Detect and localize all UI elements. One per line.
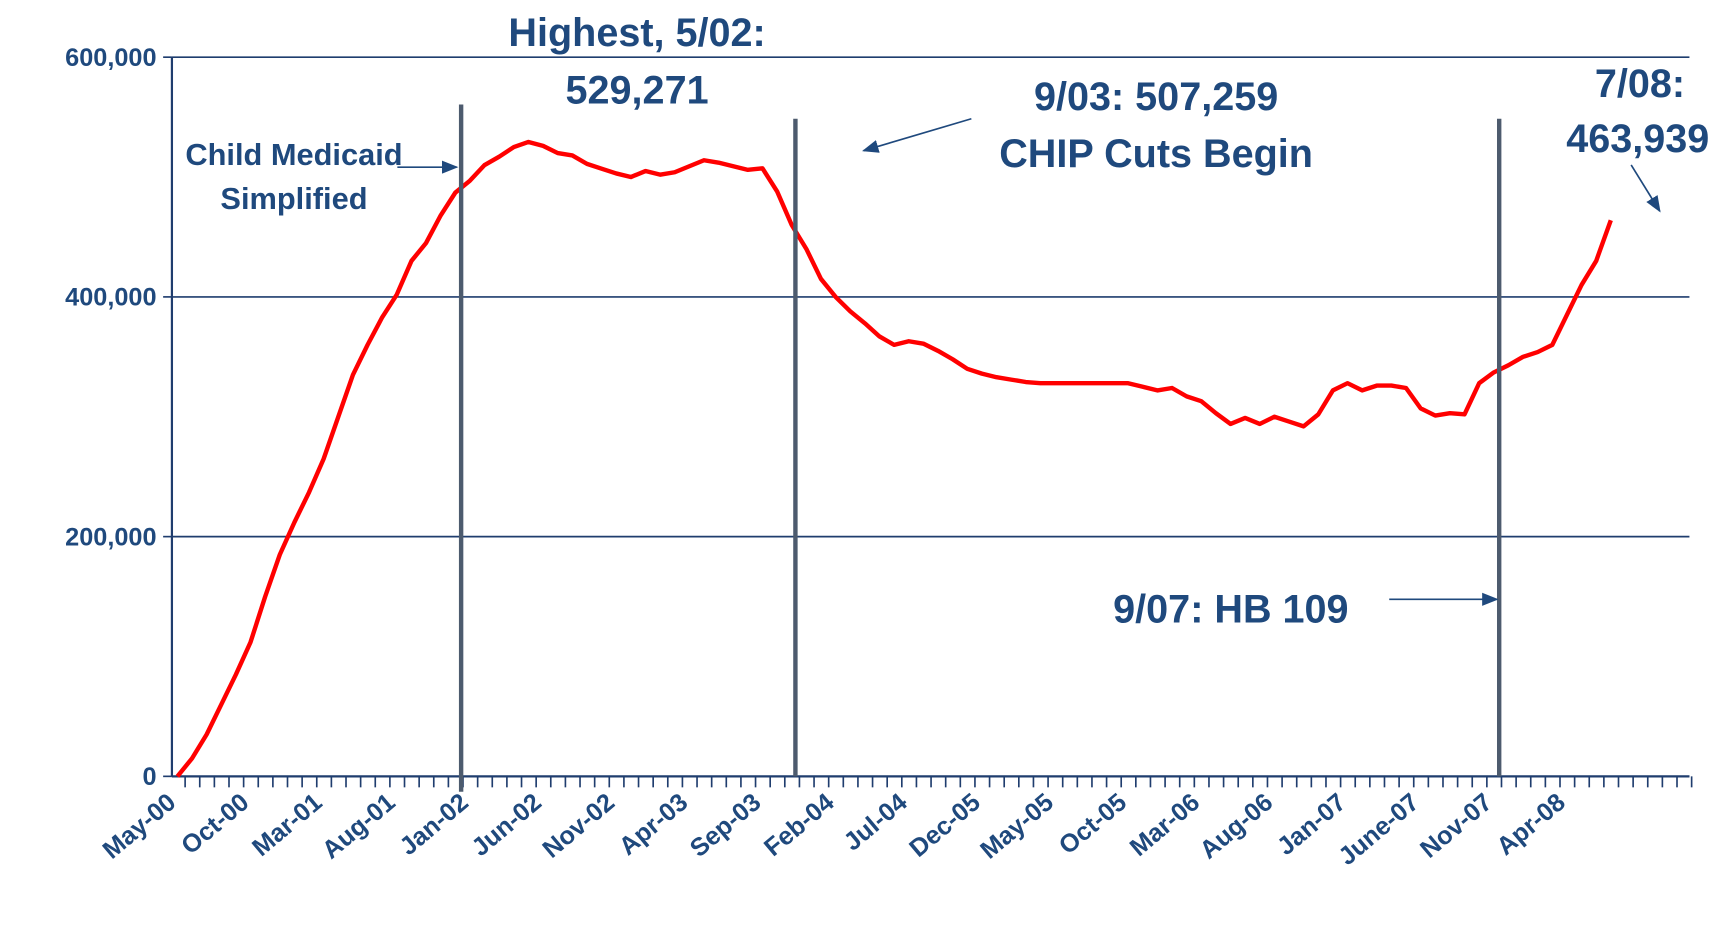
x-tick-label: Nov-07	[1415, 788, 1498, 864]
annotation: 529,271	[566, 68, 709, 112]
annotation: 9/07: HB 109	[1113, 587, 1348, 631]
annotation: 463,939	[1566, 117, 1709, 161]
y-tick-label: 400,000	[65, 284, 156, 312]
x-tick-label: Jun-02	[467, 788, 547, 862]
x-tick-label: Aug-06	[1195, 788, 1279, 865]
arrow	[862, 117, 972, 153]
annotation: 9/03: 507,259	[1034, 75, 1278, 119]
x-tick-label: May-00	[98, 788, 182, 865]
x-tick-label: Apr-03	[614, 788, 693, 861]
x-tick-label: Mar-01	[247, 788, 327, 862]
x-tick-label: Jul-04	[839, 788, 913, 856]
x-tick-label: May-05	[975, 788, 1059, 865]
y-tick-label: 600,000	[65, 44, 156, 72]
x-tick-label: June-07	[1333, 788, 1424, 871]
arrow	[1630, 164, 1661, 213]
line-series	[175, 139, 1613, 778]
annotation: CHIP Cuts Begin	[999, 132, 1313, 176]
x-tick-label: Sep-03	[685, 788, 767, 863]
x-tick-label: Mar-06	[1125, 788, 1205, 862]
x-tick-label: Feb-04	[759, 788, 839, 862]
annotation: Child Medicaid	[185, 137, 402, 172]
annotation: Highest, 5/02:	[508, 11, 765, 55]
x-tick-label: Oct-00	[176, 788, 254, 860]
y-tick-label: 200,000	[65, 523, 156, 551]
x-tick-label: Aug-01	[317, 788, 401, 865]
x-tick-label: Nov-02	[537, 788, 620, 864]
x-tick-label: Jan-02	[394, 788, 473, 861]
x-tick-label: Dec-05	[904, 788, 986, 863]
y-tick-label: 0	[142, 763, 156, 791]
x-tick-label: Apr-08	[1491, 788, 1570, 861]
annotation: Simplified	[220, 181, 367, 216]
x-tick-label: Oct-05	[1054, 788, 1132, 860]
annotation: 7/08:	[1595, 62, 1685, 106]
